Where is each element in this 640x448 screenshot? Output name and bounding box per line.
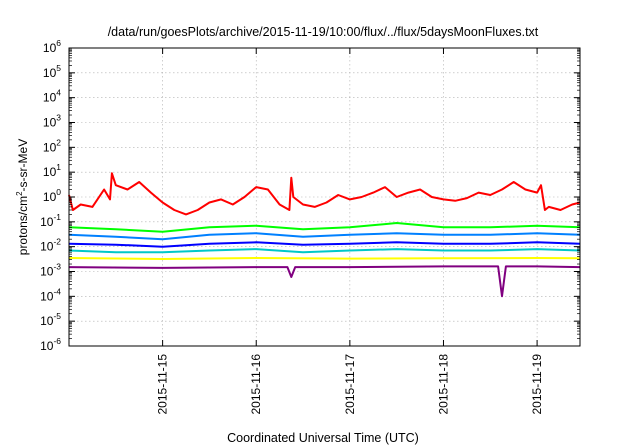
y-tick-exp: -2 [53,237,61,247]
series-layer [68,172,581,298]
y-tick-label: 10-1 [40,212,61,229]
y-tick-exp: 6 [56,38,61,48]
y-tick-exp: -5 [53,311,61,321]
y-tick-base: 10 [40,339,54,353]
x-axis: 2015-11-15 2015-11-16 2015-11-17 2015-11-18… [156,48,544,415]
series-line-5 [68,248,581,254]
y-tick-base: 10 [40,265,54,279]
y-tick-base: 10 [43,140,57,154]
y-tick-exp: 3 [56,113,61,123]
grid-lines [69,48,580,346]
y-axis-label-rest: -s-sr-MeV [16,139,30,192]
y-tick-base: 10 [43,66,57,80]
y-tick-base: 10 [43,116,57,130]
y-tick-exp: 1 [56,162,61,172]
x-tick-label: 2015-11-19 [530,354,544,415]
x-tick-label: 2015-11-15 [156,354,170,415]
y-tick-base: 10 [40,314,54,328]
y-tick-label: 101 [43,162,61,179]
y-tick-base: 10 [40,215,54,229]
y-tick-exp: -6 [53,336,61,346]
y-tick-label: 10-2 [40,237,61,254]
y-tick-exp: 4 [56,88,61,98]
y-tick-exp: -4 [53,286,61,296]
y-tick-exp: 2 [56,137,61,147]
y-tick-label: 100 [43,187,61,204]
y-tick-label: 10-6 [40,336,61,353]
y-tick-base: 10 [43,91,57,105]
y-tick-base: 10 [40,289,54,303]
y-tick-exp: 0 [56,187,61,197]
y-axis-label-base: protons/cm [16,196,30,255]
y-axis: 10-610-510-410-310-210-11001011021031041… [40,38,580,353]
y-tick-exp: -3 [53,262,61,272]
chart-title: /data/run/goesPlots/archive/2015-11-19/1… [108,25,539,39]
series-line-6 [68,257,581,260]
y-tick-exp: -1 [53,212,61,222]
series-line-3 [68,232,581,241]
y-tick-label: 10-4 [40,286,61,303]
y-axis-label-sup: 2 [15,191,24,196]
series-line-4 [68,241,581,248]
y-tick-label: 102 [43,137,61,154]
y-tick-base: 10 [40,240,54,254]
y-tick-label: 106 [43,38,61,55]
y-tick-label: 104 [43,88,61,105]
x-tick-label: 2015-11-18 [436,354,450,415]
series-line-1 [68,172,581,216]
series-line-2 [68,222,581,233]
x-axis-label: Coordinated Universal Time (UTC) [227,431,419,445]
y-tick-base: 10 [43,41,57,55]
y-tick-label: 10-5 [40,311,61,328]
series-line-7 [68,265,581,298]
y-tick-label: 105 [43,63,61,80]
y-tick-label: 10-3 [40,262,61,279]
y-tick-exp: 5 [56,63,61,73]
y-axis-label: protons/cm2-s-sr-MeV [15,139,30,255]
x-tick-label: 2015-11-17 [343,354,357,415]
x-tick-label: 2015-11-16 [249,354,263,415]
y-tick-base: 10 [43,165,57,179]
y-tick-base: 10 [43,190,57,204]
y-tick-label: 103 [43,113,61,130]
